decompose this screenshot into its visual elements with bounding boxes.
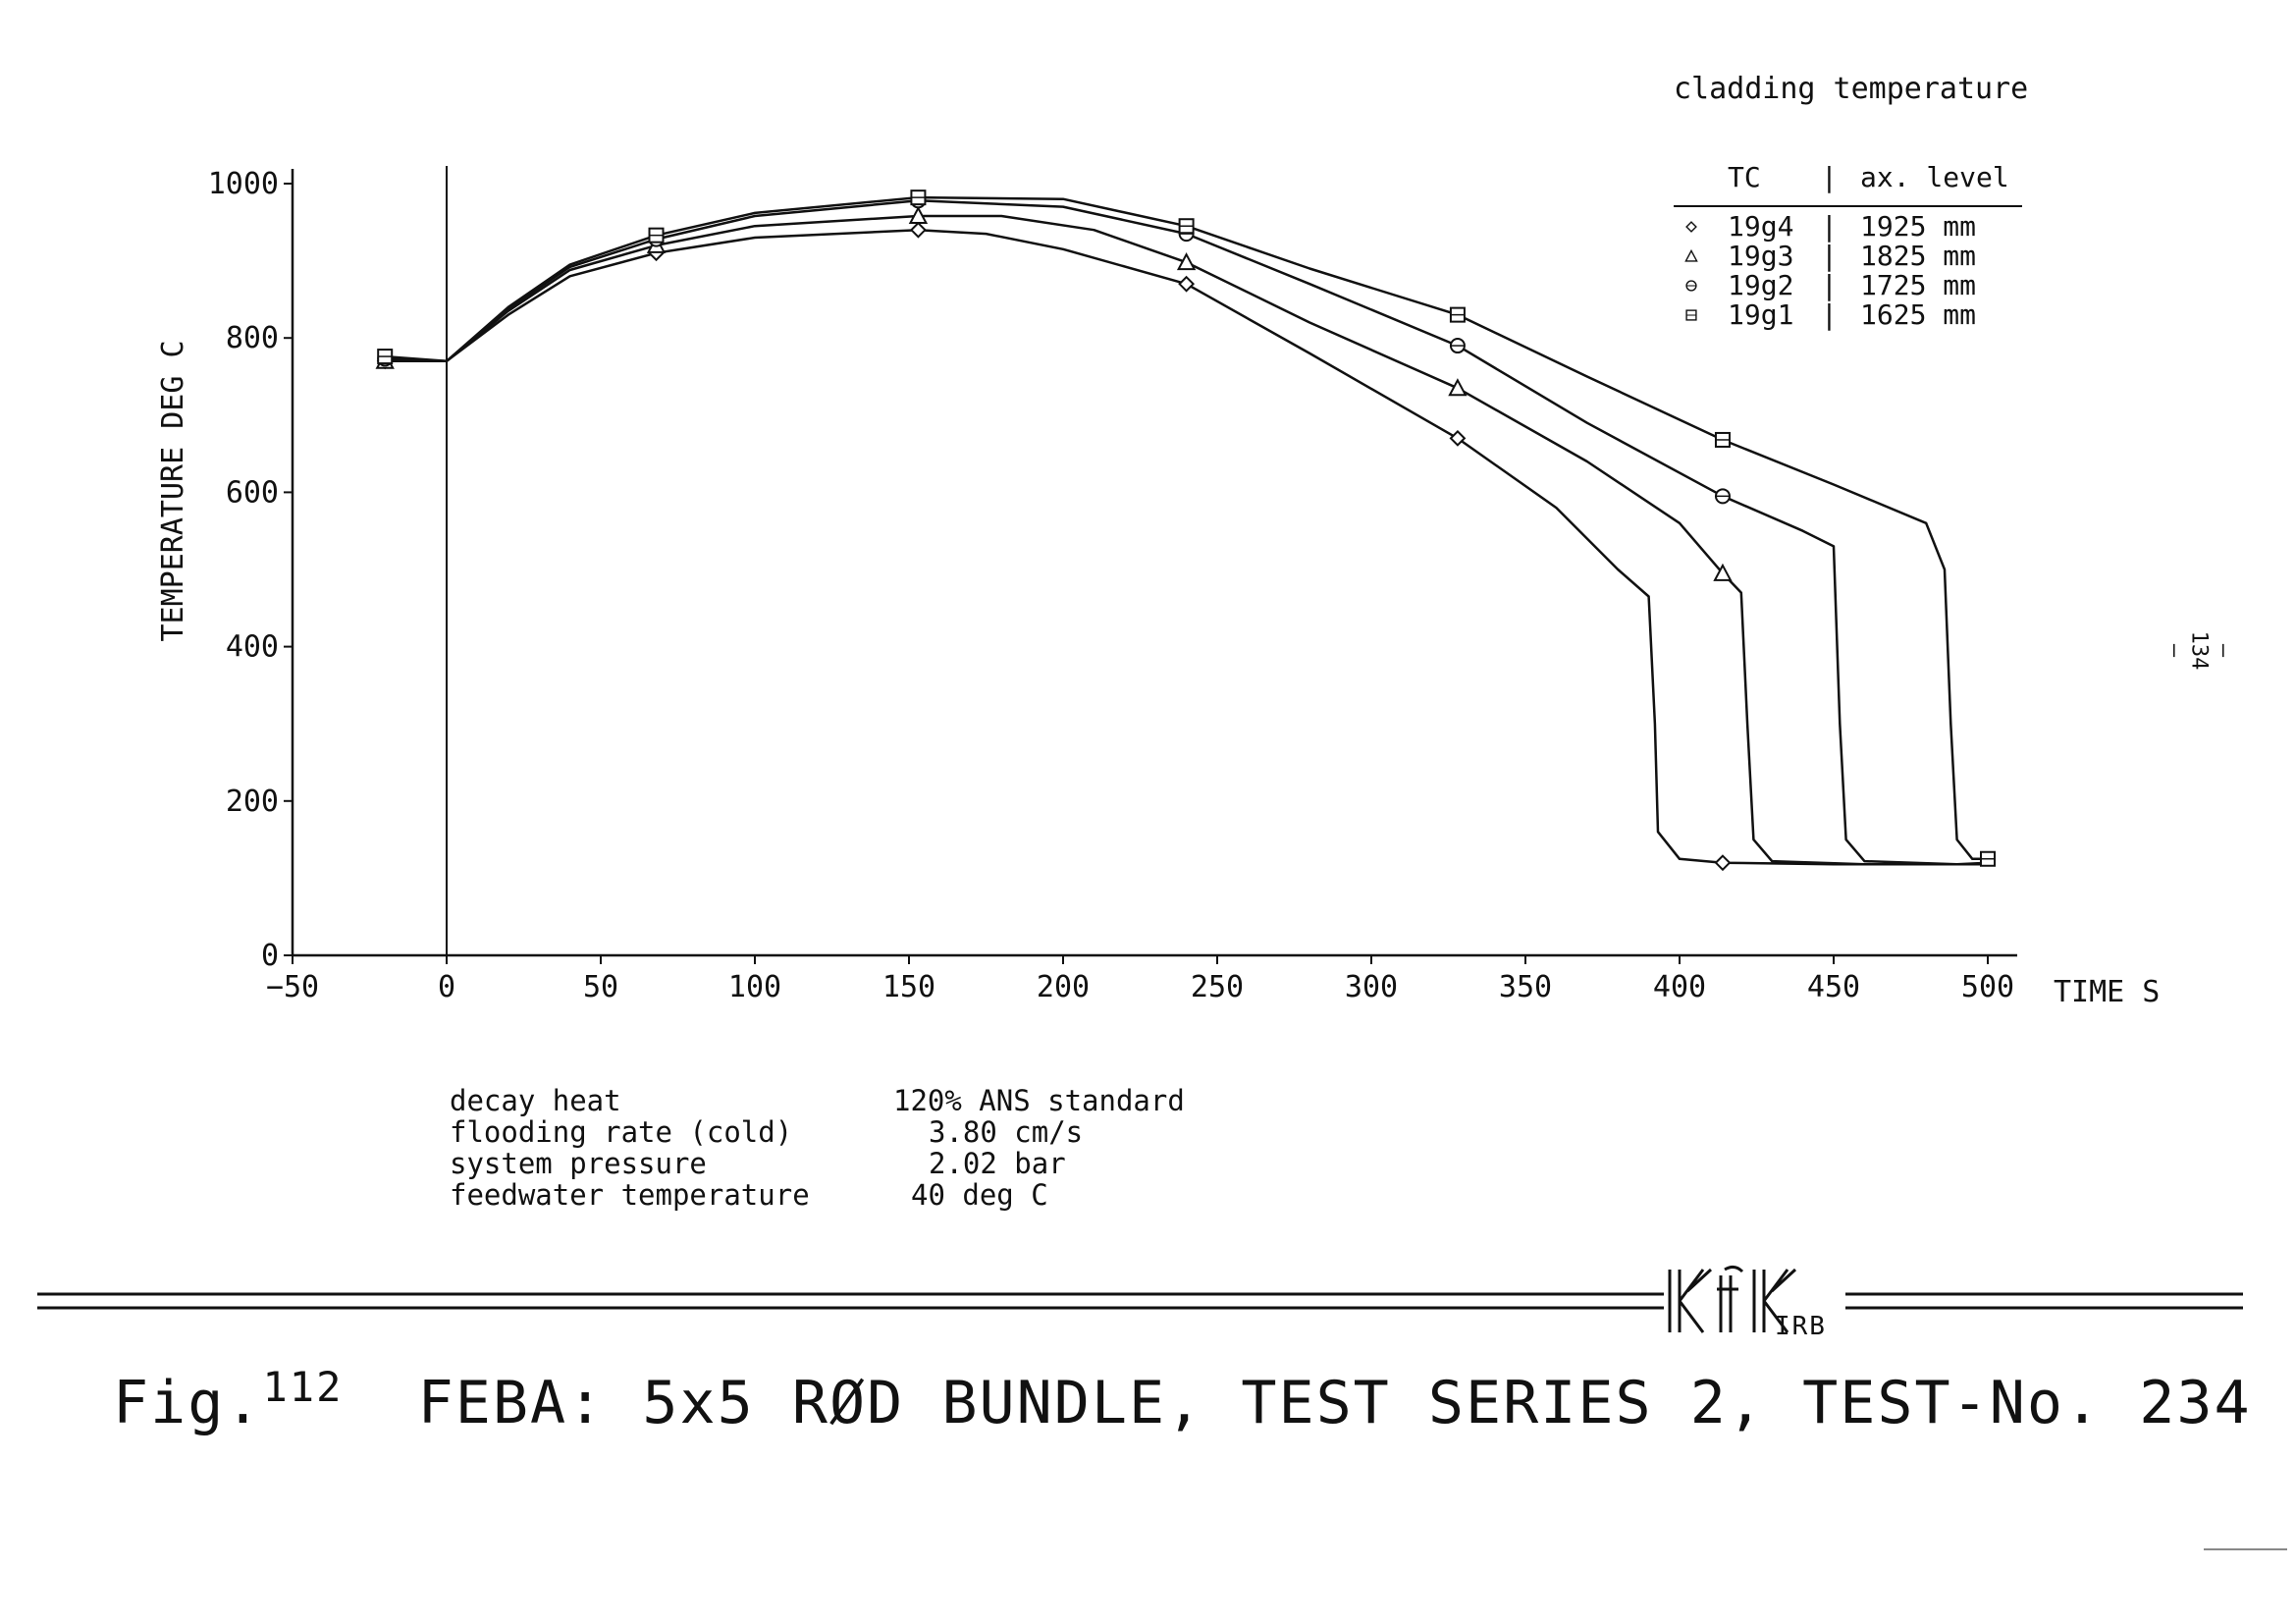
param-row: system pressure 2.02 bar: [450, 1148, 1185, 1179]
kfk-logo: [1664, 1262, 1845, 1340]
y-tick-label: 1000: [208, 167, 279, 201]
param-name: feedwater temperature: [450, 1178, 810, 1212]
param-name: system pressure: [450, 1147, 707, 1180]
logo-suffix: IRB: [1775, 1312, 1827, 1341]
series-19g3-marker: [1448, 378, 1468, 397]
x-tick-label: 50: [583, 970, 618, 1004]
legend-sep: |: [1821, 240, 1838, 272]
param-value: 2.02 bar: [929, 1147, 1066, 1180]
x-tick-label: 500: [1961, 970, 2014, 1004]
legend-level-label: 1625 mm: [1860, 298, 1976, 331]
chart-series: [375, 189, 1996, 872]
series-19g4-marker: [1449, 429, 1467, 447]
legend-header-sep: |: [1821, 161, 1838, 193]
y-tick-label: 200: [226, 785, 279, 819]
y-tick-label: 600: [226, 475, 279, 510]
param-name: flooding rate (cold): [450, 1115, 793, 1149]
series-19g3-marker: [908, 205, 929, 225]
x-tick-label: 250: [1191, 970, 1244, 1004]
legend-item: 19g2 | 1725 mm: [1685, 269, 1976, 301]
legend-level-label: 1825 mm: [1860, 240, 1976, 272]
y-tick-label: 0: [261, 939, 279, 973]
legend-level-label: 1925 mm: [1860, 210, 1976, 243]
legend-tc-label: 19g1: [1728, 298, 1793, 331]
legend-marker-wrap: [1684, 248, 1698, 262]
legend-sep: |: [1821, 298, 1838, 331]
legend-header-tc: TC: [1728, 161, 1761, 193]
x-axis-label: TIME S: [2054, 975, 2160, 1009]
figure-title: FEBA: 5x5 RØD BUNDLE, TEST SERIES 2, TES…: [417, 1369, 2252, 1437]
series-19g3-marker: [1176, 252, 1197, 271]
figure-caption: Fig.112 FEBA: 5x5 RØD BUNDLE, TEST SERIE…: [113, 1363, 2252, 1437]
x-tick-label: 450: [1807, 970, 1860, 1004]
x-tick-label: 0: [438, 970, 455, 1004]
x-tick-label: 300: [1345, 970, 1398, 1004]
x-tick-label: 100: [728, 970, 781, 1004]
param-value: 120% ANS standard: [893, 1084, 1185, 1117]
kfk-logo-mark: [1664, 1262, 1845, 1340]
chart-axes: −50 0 50 100 150 200 250 300 350 400 450 5000200400…: [208, 166, 2017, 1004]
x-tick-label: −50: [266, 970, 319, 1004]
legend-tc-label: 19g3: [1728, 240, 1793, 272]
x-tick-label: 350: [1499, 970, 1552, 1004]
legend-19g3-marker: [1684, 248, 1698, 262]
series-19g1: [377, 189, 1996, 867]
param-row: feedwater temperature 40 deg C: [450, 1179, 1185, 1211]
test-parameters: decay heat 120% ANS standard flooding ra…: [450, 1085, 1185, 1211]
param-row: decay heat 120% ANS standard: [450, 1085, 1185, 1116]
param-value: 3.80 cm/s: [929, 1115, 1084, 1149]
param-value: 40 deg C: [911, 1178, 1048, 1212]
legend-item: 19g1 | 1625 mm: [1685, 298, 1976, 331]
x-tick-label: 150: [882, 970, 935, 1004]
y-tick-label: 800: [226, 321, 279, 355]
legend-sep: |: [1821, 269, 1838, 301]
legend-19g4-marker: [1685, 221, 1697, 233]
figure-number: 112: [262, 1363, 344, 1411]
y-axis-label: TEMPERATURE DEG C: [156, 340, 190, 641]
legend-item: 19g4 | 1925 mm: [1685, 210, 1976, 243]
series-line-19g4: [385, 228, 1988, 866]
legend-tc-label: 19g4: [1728, 210, 1793, 243]
param-row: flooding rate (cold) 3.80 cm/s: [450, 1116, 1185, 1148]
x-tick-label: 400: [1653, 970, 1706, 1004]
legend-marker-wrap: [1685, 309, 1697, 321]
y-tick-label: 400: [226, 630, 279, 665]
legend-item: 19g3 | 1825 mm: [1684, 240, 1976, 272]
legend-header-level: ax. level: [1860, 161, 2009, 193]
series-19g3-marker: [1713, 563, 1733, 581]
legend-tc-label: 19g2: [1728, 269, 1793, 301]
param-name: decay heat: [450, 1084, 621, 1117]
series-19g4-marker: [1178, 275, 1196, 293]
x-tick-label: 200: [1037, 970, 1090, 1004]
series-line-19g3: [385, 214, 1988, 866]
page-number: — 134 —: [2162, 630, 2236, 671]
legend-sep: |: [1821, 210, 1838, 243]
legend-level-label: 1725 mm: [1860, 269, 1976, 301]
chart-title: cladding temperature: [1674, 72, 2028, 106]
series-19g4-marker: [1714, 854, 1732, 872]
legend-marker-wrap: [1685, 280, 1697, 292]
series-line-19g2: [385, 199, 1989, 866]
series-19g4-marker: [910, 221, 927, 239]
legend-marker-wrap: [1685, 221, 1697, 233]
series-line-19g1: [385, 195, 1988, 861]
figure-label: Fig.: [113, 1369, 263, 1437]
